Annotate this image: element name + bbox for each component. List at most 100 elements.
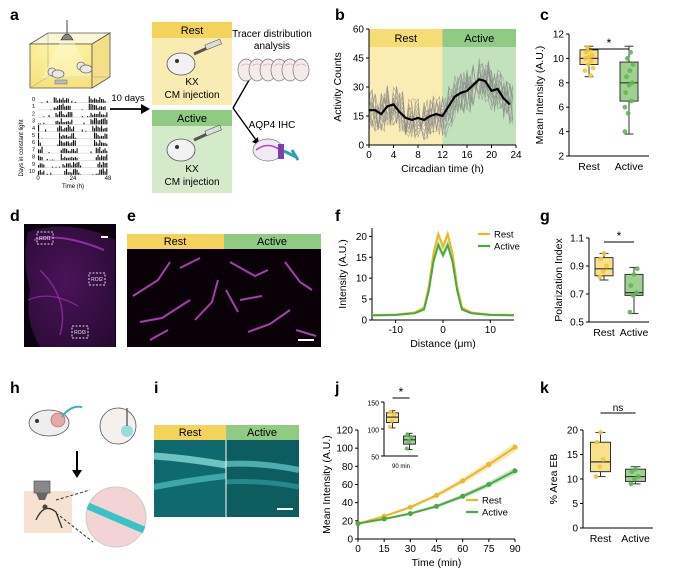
rest-cm-injection: CM injection — [164, 90, 219, 101]
y-tick-label: 12 — [553, 30, 565, 41]
data-point — [628, 49, 634, 55]
x-tick-label: 4 — [391, 150, 397, 161]
actogram-bar — [94, 140, 96, 146]
actogram-bar — [74, 101, 76, 103]
data-point — [585, 62, 591, 67]
region-label: Rest — [394, 33, 417, 45]
y-tick-label: 120 — [336, 426, 353, 437]
actogram-bar — [67, 163, 69, 168]
actogram-bar — [73, 161, 75, 168]
actogram-day-label: 0 — [32, 97, 35, 103]
significance-label: * — [607, 36, 612, 50]
actogram — [38, 96, 108, 175]
actogram-bar — [38, 155, 40, 161]
y-tick-label: 1.1 — [570, 234, 584, 245]
e-active-label: Active — [257, 236, 287, 248]
actogram-xtick: 24 — [70, 176, 77, 182]
data-point — [628, 481, 634, 487]
actogram-bar — [67, 120, 69, 125]
x-tick-label: 20 — [486, 150, 498, 161]
y-axis-label: Mean Intensity (A.U.) — [321, 435, 333, 534]
actogram-bar — [78, 162, 80, 168]
actogram-bar — [71, 119, 73, 125]
data-point — [630, 293, 636, 298]
data-point — [597, 274, 603, 280]
actogram-bar — [39, 149, 41, 154]
actogram-bar — [57, 100, 59, 103]
actogram-bar — [104, 148, 106, 154]
actogram-bar — [102, 114, 104, 118]
actogram-bar — [74, 163, 76, 168]
data-point — [622, 104, 628, 110]
syringe-icon — [204, 38, 222, 51]
actogram-bar — [62, 164, 64, 168]
actogram-bar — [99, 169, 101, 175]
data-point — [604, 263, 609, 269]
y-tick-label: 10 — [356, 274, 368, 285]
actogram-bar — [57, 114, 59, 118]
actogram-xtick: 0 — [36, 176, 40, 182]
actogram-ylabel: Days in constant light — [19, 119, 25, 176]
chart-f-intensity-profile: 0 5 10 15 20 -10 0 10 Intensity (A.U.) Distance (… — [337, 228, 520, 350]
active-kx: KX — [185, 164, 199, 175]
data-point — [590, 65, 596, 71]
data-point — [381, 516, 387, 522]
arrow-right-icon — [110, 104, 150, 114]
actogram-bar — [55, 166, 57, 168]
x-tick-label: 0 — [355, 544, 361, 555]
actogram-bar — [64, 99, 66, 103]
actogram-bar — [99, 139, 101, 146]
y-tick-label: 2 — [558, 152, 564, 163]
significance-label: ns — [613, 403, 624, 414]
line-active — [371, 241, 515, 317]
data-point — [594, 439, 600, 445]
y-tick-label: 15 — [567, 450, 579, 461]
actogram-bar — [69, 157, 71, 161]
actogram-bar — [78, 172, 80, 175]
data-point — [623, 90, 629, 95]
x-tick-label: -10 — [388, 325, 403, 336]
actogram-bar — [95, 147, 97, 154]
actogram-bar — [74, 137, 76, 139]
actogram-bar — [71, 112, 73, 118]
actogram-bar — [57, 127, 59, 132]
data-point — [627, 309, 633, 315]
legend-label: Rest — [494, 230, 514, 241]
actogram-bar — [74, 156, 76, 161]
panel-label-k: k — [540, 380, 549, 397]
panel-label-b: b — [335, 7, 345, 24]
category-label: Active — [615, 161, 644, 173]
actogram-bar — [106, 162, 108, 168]
actogram-bar — [99, 120, 101, 125]
actogram-day-label: 2 — [32, 111, 35, 117]
actogram-bar — [62, 134, 64, 139]
actogram-bar — [67, 136, 69, 139]
rest-label: Rest — [181, 25, 204, 37]
y-tick-label: 0.9 — [570, 262, 584, 273]
data-point — [626, 82, 632, 88]
actogram-bar — [67, 150, 69, 154]
actogram-bar — [99, 127, 101, 132]
x-tick-label: 24 — [510, 150, 522, 161]
chart-k-area-eb: 0 5 10 15 20 % Area EB Rest Active ns — [548, 403, 653, 545]
actogram-bar — [38, 139, 40, 146]
data-point — [630, 62, 636, 67]
actogram-bar — [55, 121, 57, 125]
actogram-bar — [69, 136, 71, 139]
y-tick-label: 0 — [358, 141, 364, 152]
actogram-bar — [64, 106, 66, 110]
actogram-bar — [60, 150, 62, 154]
actogram-bar — [99, 146, 101, 154]
e-rest-label: Rest — [164, 236, 187, 248]
actogram-bar — [71, 165, 73, 168]
actogram-bar — [69, 111, 71, 118]
y-tick-label: 100 — [336, 444, 353, 455]
actogram-bar — [67, 125, 69, 132]
actogram-bar — [101, 119, 103, 125]
aqp4-ihc-icon — [252, 138, 300, 162]
brain-coronal-icon — [99, 407, 137, 445]
individual-trace — [368, 60, 514, 138]
actogram-bar — [92, 126, 94, 132]
x-tick-label: 8 — [415, 150, 421, 161]
